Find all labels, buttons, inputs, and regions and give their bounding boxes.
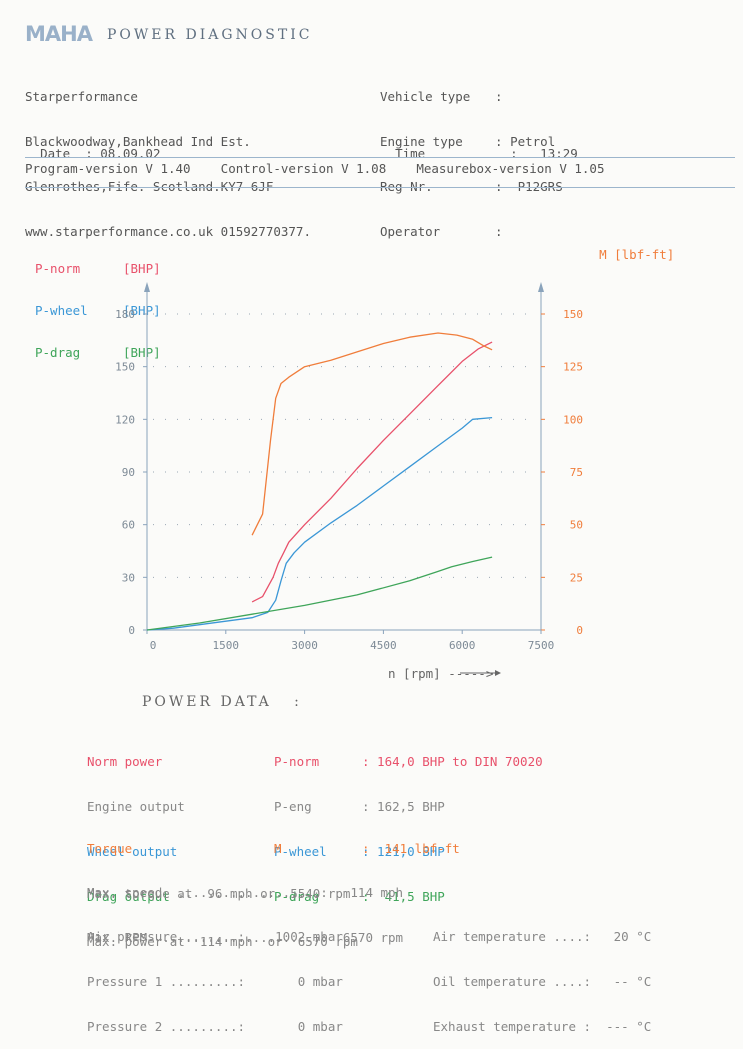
maha-logo: MAHA (25, 22, 93, 46)
y-right-tick-label: 125 (563, 361, 583, 374)
y-left-tick-label: 60 (122, 519, 135, 532)
divider-bottom (25, 187, 735, 188)
engine-type-label: Engine type (380, 134, 463, 149)
y-right-tick-label: 150 (563, 308, 583, 321)
x-tick-label: 0 (150, 639, 157, 652)
pressure-2-line: Pressure 2 .........: 0 mbar (87, 1019, 343, 1034)
torque-rows: Torque M: 141 lbf-ft Max. torque at 96 mp… (87, 811, 460, 916)
y-right-tick-label: 25 (570, 571, 583, 584)
max-torque-line: Max. torque at 96 mph or 5540 rpm (87, 886, 351, 901)
max-rpm-line: Max. RPM .....................: 6570 rpm (87, 930, 404, 945)
divider-top (25, 157, 735, 158)
company-address-1: Blackwoodway,Bankhead Ind Est. (25, 134, 251, 149)
y-left-tick-label: 150 (115, 361, 135, 374)
y-axis-left-arrow (144, 282, 150, 292)
legend-torque: M [lbf-ft] (599, 247, 675, 262)
company-address-2: Glenrothes,Fife. Scotland.KY7 6JF (25, 179, 274, 194)
air-pressure-line: Air pressure .......: 1002 mbar (87, 929, 343, 944)
torque-row: Torque M: 141 lbf-ft (87, 841, 460, 856)
y-left-tick-label: 30 (122, 571, 135, 584)
vehicle-info: Vehicle type: Engine type: Petrol Reg Nr… (380, 89, 563, 239)
operator-label: Operator (380, 224, 441, 239)
x-tick-label: 7500 (528, 639, 555, 652)
x-tick-label: 3000 (291, 639, 318, 652)
x-tick-label: 4500 (370, 639, 397, 652)
x-axis-label-arrow-head (495, 670, 501, 676)
env-right: Air temperature ....: 20 °C Oil temperat… (433, 899, 651, 1049)
power-rows: Norm power P-norm: 164,0 BHP to DIN 70020… (87, 724, 543, 964)
exhaust-temperature-line: Exhaust temperature : --- °C (433, 1019, 652, 1034)
env-left: Air pressure .......: 1002 mbar Pressure… (87, 899, 343, 1049)
series-line-p-norm (251, 341, 493, 603)
y-left-tick-label: 90 (122, 466, 135, 479)
company-web-phone: www.starperformance.co.uk 01592770377. (25, 224, 311, 239)
max-values: Max. speed ...................: 114 mph … (87, 855, 403, 960)
y-right-tick-label: 50 (570, 519, 583, 532)
engine-type-value: Petrol (510, 134, 556, 149)
pressure-1-line: Pressure 1 .........: 0 mbar (87, 974, 343, 989)
series-line-p-wheel (146, 416, 493, 631)
x-tick-label: 6000 (449, 639, 476, 652)
series-line-p-drag (146, 556, 493, 631)
wheel-output-row: Wheel output P-wheel: 121,0 BHP (87, 844, 445, 859)
y-axis-right-arrow (538, 282, 544, 292)
x-axis-label: n [rpm] -----> (388, 666, 494, 681)
y-left-tick-label: 180 (115, 308, 135, 321)
company-block: Starperformance Blackwoodway,Bankhead In… (25, 59, 311, 254)
y-right-tick-label: 0 (576, 624, 583, 637)
oil-temperature-line: Oil temperature ....: -- °C (433, 974, 652, 989)
power-data-title: POWER DATA : (142, 694, 302, 710)
series-line-m (251, 332, 493, 536)
vehicle-type-label: Vehicle type (380, 89, 471, 104)
legend-p-drag: P-drag [BHP] (35, 345, 161, 360)
max-power-line: Max. power at 114 mph or 6570 rpm (87, 934, 358, 949)
y-left-tick-label: 120 (115, 413, 135, 426)
legend-left: P-norm [BHP] P-wheel [BHP] P-drag [BHP] (35, 234, 161, 374)
legend-p-norm: P-norm [BHP] (35, 261, 161, 276)
x-tick-label: 1500 (213, 639, 240, 652)
y-right-tick-label: 75 (570, 466, 583, 479)
versions-line: Program-version V 1.40 Control-version V… (25, 161, 605, 176)
air-temperature-line: Air temperature ....: 20 °C (433, 929, 652, 944)
norm-power-row: Norm power P-norm: 164,0 BHP to DIN 70020 (87, 754, 543, 769)
legend-p-wheel: P-wheel [BHP] (35, 303, 161, 318)
y-right-tick-label: 100 (563, 413, 583, 426)
drag-output-row: Drag output P-drag: 41,5 BHP (87, 889, 445, 904)
reg-nr-label: Reg Nr. (380, 179, 433, 194)
max-speed-line: Max. speed ...................: 114 mph (87, 885, 404, 900)
company-name: Starperformance (25, 89, 138, 104)
report-title: POWER DIAGNOSTIC (107, 27, 313, 43)
engine-output-row: Engine output P-eng: 162,5 BHP (87, 799, 445, 814)
y-left-tick-label: 0 (128, 624, 135, 637)
reg-nr-value: P12GRS (517, 179, 563, 194)
